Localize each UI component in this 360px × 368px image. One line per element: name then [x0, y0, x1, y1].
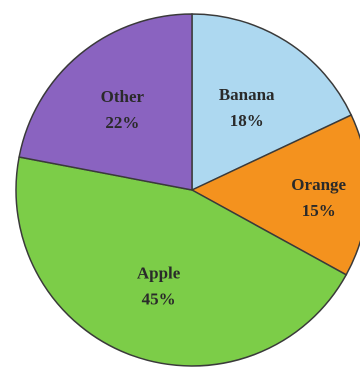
slice-value-orange: 15% [302, 201, 336, 220]
slice-value-banana: 18% [230, 111, 264, 130]
pie-slice-orange [190, 114, 360, 276]
slice-label-banana: Banana [219, 85, 275, 104]
slice-label-orange: Orange [291, 175, 346, 194]
pie-slice-other [18, 13, 193, 191]
pie-slices [15, 13, 360, 367]
slice-label-other: Other [101, 87, 145, 106]
pie-slice-apple [15, 156, 348, 367]
slice-value-apple: 45% [142, 290, 176, 309]
slice-value-other: 22% [105, 113, 139, 132]
slice-label-apple: Apple [137, 264, 181, 283]
pie-slice-banana [191, 13, 353, 192]
pie-labels: Banana 18% Orange 15% Apple 45% Other 22% [101, 85, 347, 309]
